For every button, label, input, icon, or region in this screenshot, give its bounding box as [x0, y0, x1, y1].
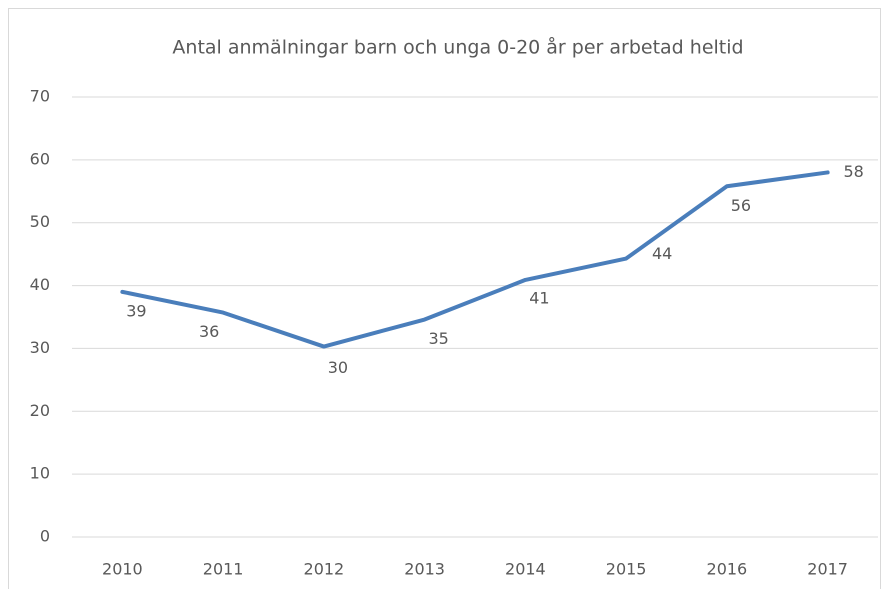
x-tick-label: 2011: [203, 560, 244, 579]
y-tick-label: 40: [30, 275, 50, 294]
x-tick-label: 2017: [807, 560, 848, 579]
data-label: 56: [731, 196, 751, 215]
x-tick-label: 2016: [707, 560, 748, 579]
data-label: 35: [428, 329, 448, 348]
x-tick-label: 2014: [505, 560, 546, 579]
data-label: 36: [199, 322, 219, 341]
y-tick-label: 10: [30, 464, 50, 483]
series-line: [120, 170, 830, 349]
x-tick-label: 2015: [606, 560, 647, 579]
x-tick-label: 2013: [404, 560, 445, 579]
x-tick-label: 2012: [304, 560, 345, 579]
data-label: 30: [328, 358, 348, 377]
y-tick-label: 50: [30, 212, 50, 231]
data-label: 58: [843, 162, 863, 181]
y-tick-label: 30: [30, 338, 50, 357]
data-label: 39: [126, 301, 146, 320]
chart-frame: [8, 8, 881, 589]
data-label: 41: [529, 288, 549, 307]
x-tick-label: 2010: [102, 560, 143, 579]
y-tick-label: 0: [40, 527, 50, 546]
chart-title: Antal anmälningar barn och unga 0-20 år …: [172, 36, 743, 59]
data-label: 44: [652, 244, 672, 263]
y-tick-label: 70: [30, 87, 50, 106]
y-tick-label: 60: [30, 149, 50, 168]
y-tick-label: 20: [30, 401, 50, 420]
